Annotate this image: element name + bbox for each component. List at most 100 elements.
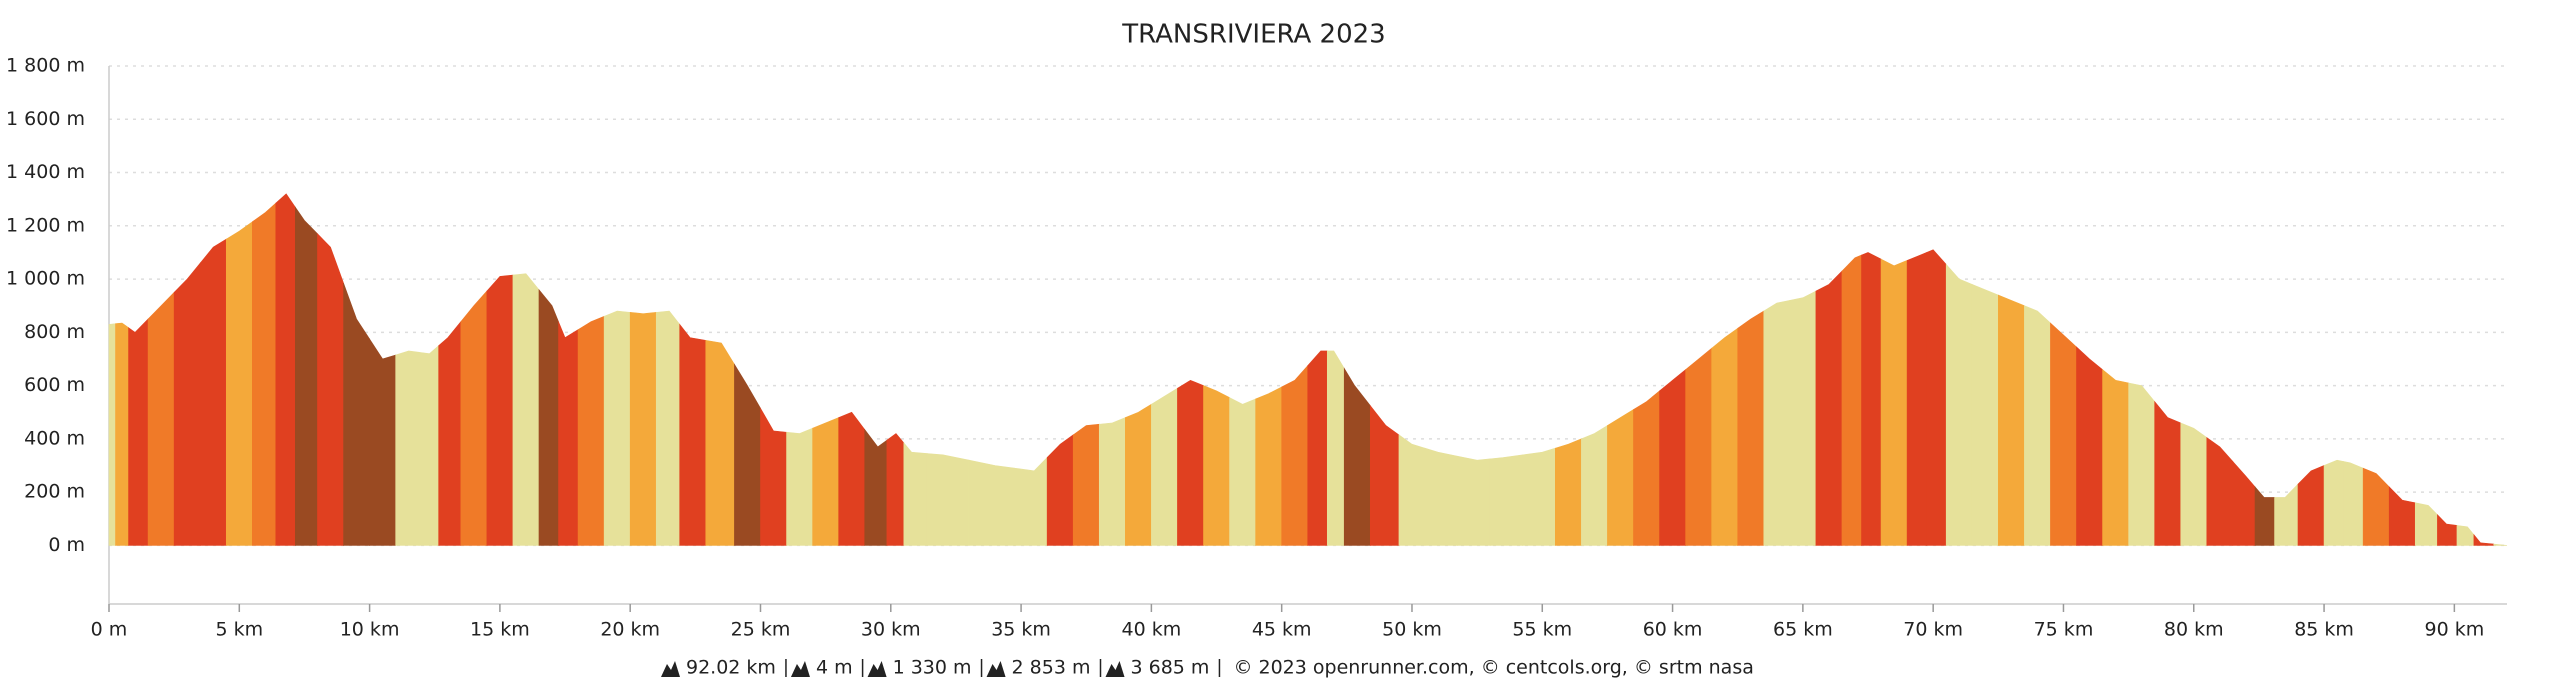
elevation-column <box>460 290 488 546</box>
elevation-column <box>2180 422 2208 546</box>
elevation-column <box>1125 403 1152 546</box>
icon <box>1105 661 1125 677</box>
elevation-column <box>2232 460 2256 546</box>
elevation-column <box>1945 263 1973 546</box>
elevation-column <box>1906 251 1927 546</box>
credits: © 2023 openrunner.com, © centcols.org, ©… <box>1233 657 1753 679</box>
elevation-column <box>2414 502 2438 546</box>
elevation-column <box>1424 447 1458 546</box>
elevation-column <box>108 323 116 546</box>
elevation-column <box>1229 397 1256 546</box>
elevation-column <box>1457 455 1491 546</box>
y-tick-label: 1 200 m <box>6 214 85 236</box>
elevation-column <box>128 318 149 546</box>
elevation-column <box>629 312 657 546</box>
x-tick-label: 35 km <box>991 619 1051 641</box>
chart-title: TRANSRIVIERA 2023 <box>1121 20 1385 50</box>
elevation-column <box>603 310 631 546</box>
elevation-column <box>2154 400 2182 546</box>
y-tick-label: 1 600 m <box>6 108 85 130</box>
icon <box>986 661 1006 677</box>
x-tick-label: 55 km <box>1512 619 1572 641</box>
x-tick-label: 15 km <box>470 619 530 641</box>
elevation-column <box>1763 300 1791 546</box>
x-tick-label: 70 km <box>1903 619 1963 641</box>
elevation-column <box>1343 367 1371 546</box>
elevation-column <box>1861 252 1882 546</box>
y-tick-label: 1 800 m <box>6 55 85 77</box>
elevation-column <box>2473 533 2495 546</box>
elevation-column <box>679 323 707 546</box>
elevation-column <box>1177 379 1204 546</box>
x-tick-label: 45 km <box>1252 619 1312 641</box>
x-tick-label: 40 km <box>1122 619 1182 641</box>
elevation-column <box>655 310 681 546</box>
icon <box>867 661 887 677</box>
elevation-column <box>369 337 396 546</box>
x-tick-label: 85 km <box>2294 619 2354 641</box>
elevation-column <box>538 288 559 546</box>
x-tick-label: 25 km <box>731 619 791 641</box>
elevation-column <box>734 363 761 546</box>
elevation-column <box>295 206 318 546</box>
elevation-column <box>1581 425 1608 546</box>
elevation-column <box>968 459 1015 546</box>
elevation-column <box>2274 483 2299 546</box>
elevation-column <box>395 350 420 546</box>
elevation-column <box>864 428 888 546</box>
x-tick-label: 65 km <box>1773 619 1833 641</box>
elevation-column <box>1307 350 1328 546</box>
elevation-column <box>2456 525 2475 546</box>
x-tick-label: 30 km <box>861 619 921 641</box>
y-tick-label: 800 m <box>24 321 85 343</box>
elevation-column <box>1255 386 1282 546</box>
x-tick-label: 10 km <box>340 619 400 641</box>
elevation-column <box>1841 254 1862 546</box>
elevation-column <box>1555 438 1582 546</box>
elevation-column <box>173 262 201 546</box>
elevation-column <box>147 291 175 546</box>
elevation-column <box>1098 417 1126 546</box>
elevation-column <box>2102 368 2129 546</box>
x-tick-label: 5 km <box>215 619 263 641</box>
elevation-column <box>2024 305 2051 546</box>
stat: 3 685 m <box>1131 657 1210 679</box>
elevation-column <box>1815 270 1843 546</box>
elevation-column <box>2076 346 2103 546</box>
x-tick-label: 50 km <box>1382 619 1442 641</box>
elevation-column <box>1398 434 1426 546</box>
elevation-column <box>317 233 344 546</box>
stat: 1 330 m <box>893 657 972 679</box>
elevation-column <box>812 417 839 546</box>
elevation-column <box>1369 404 1400 546</box>
stat: 2 853 m <box>1012 657 1091 679</box>
elevation-column <box>1659 368 1686 546</box>
elevation-column <box>438 320 462 546</box>
x-tick-label: 60 km <box>1643 619 1703 641</box>
y-tick-label: 0 m <box>48 534 85 556</box>
elevation-column <box>486 274 514 546</box>
elevation-column <box>903 442 928 546</box>
elevation-column <box>926 453 970 546</box>
elevation-column <box>1522 447 1556 546</box>
elevation-column <box>1151 387 1178 546</box>
icon <box>661 661 680 677</box>
y-tick-label: 600 m <box>24 374 85 396</box>
x-tick-label: 20 km <box>600 619 660 641</box>
y-tick-label: 200 m <box>24 481 85 503</box>
elevation-column <box>1046 434 1074 546</box>
elevation-column <box>199 238 227 546</box>
elevation-column <box>577 315 605 546</box>
x-tick-label: 80 km <box>2164 619 2224 641</box>
elevation-column <box>115 322 129 546</box>
elevation-column <box>1998 294 2025 546</box>
elevation-column <box>2128 382 2155 546</box>
elevation-column <box>2297 465 2325 546</box>
y-tick-label: 1 400 m <box>6 161 85 183</box>
elevation-column <box>343 282 370 546</box>
elevation-column <box>1281 364 1309 546</box>
y-tick-label: 400 m <box>24 427 85 449</box>
elevation-column <box>1489 454 1524 546</box>
elevation-column <box>512 273 540 546</box>
